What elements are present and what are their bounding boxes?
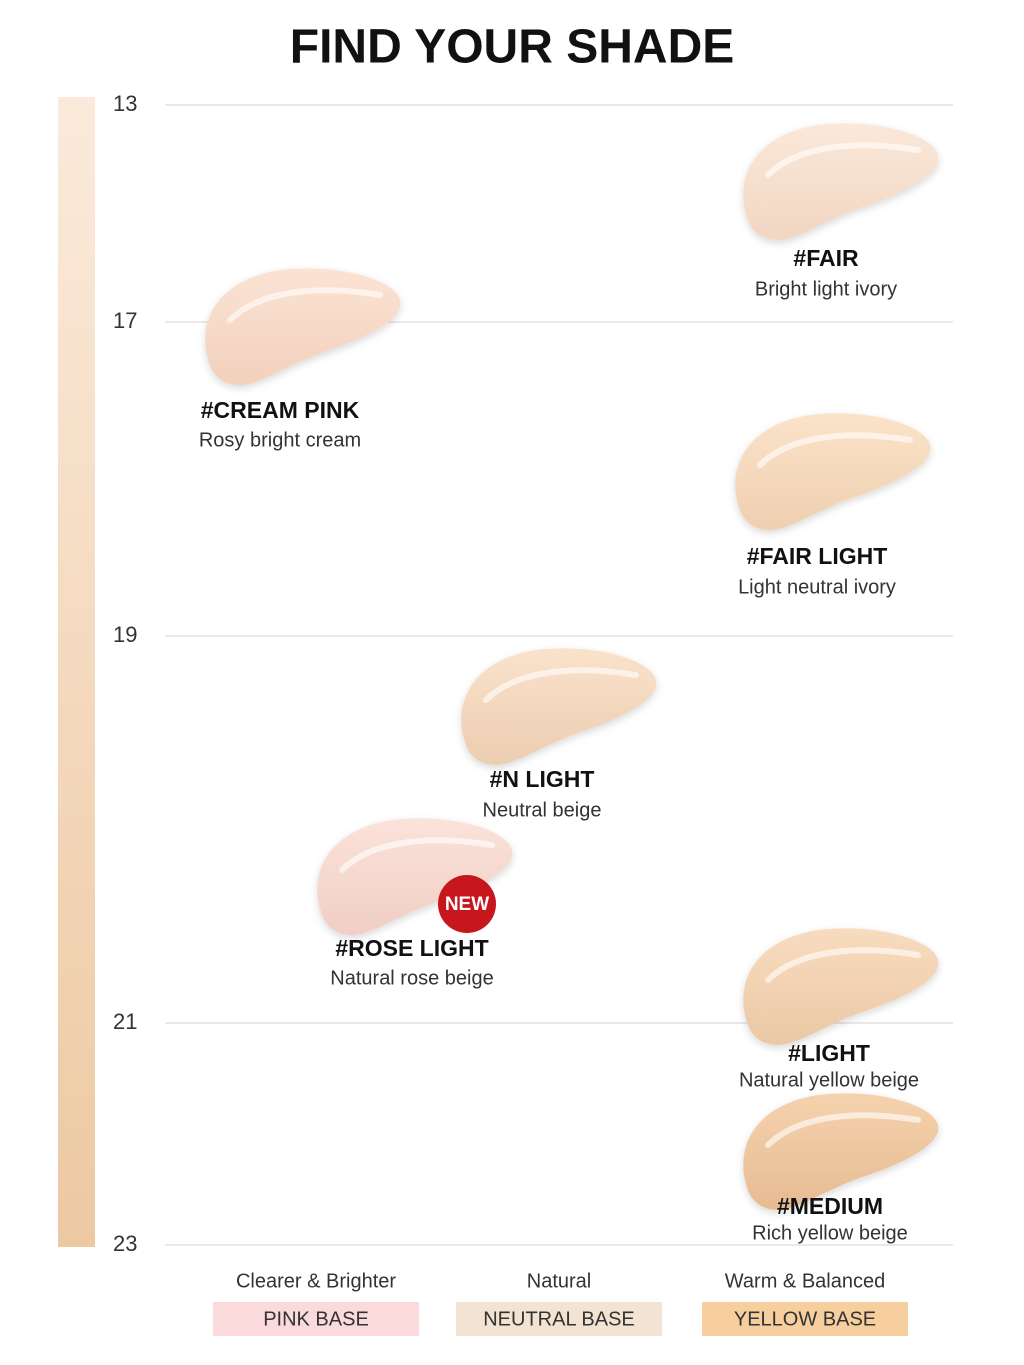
swatch-highlight bbox=[765, 1112, 921, 1148]
base-label: YELLOW BASE bbox=[734, 1308, 876, 1330]
base-box bbox=[213, 1302, 419, 1336]
tick-label: 21 bbox=[113, 1009, 137, 1034]
shade-description: Natural yellow beige bbox=[739, 1069, 919, 1091]
tick-label: 23 bbox=[113, 1231, 137, 1256]
tick-label: 19 bbox=[113, 622, 137, 647]
base-label: PINK BASE bbox=[263, 1308, 369, 1330]
swatch bbox=[317, 818, 513, 935]
shade-description: Natural rose beige bbox=[330, 967, 493, 989]
swatch bbox=[735, 413, 931, 530]
shade-name: #ROSE LIGHT bbox=[335, 935, 488, 961]
swatch bbox=[461, 648, 657, 765]
base-box bbox=[702, 1302, 908, 1336]
tick-label: 17 bbox=[113, 308, 137, 333]
shade-name: #N LIGHT bbox=[490, 766, 595, 792]
swatch-highlight bbox=[227, 287, 383, 323]
swatch-highlight bbox=[483, 667, 639, 703]
title: FIND YOUR SHADE bbox=[290, 21, 735, 74]
shade-description: Light neutral ivory bbox=[738, 576, 896, 598]
swatch bbox=[743, 123, 939, 240]
base-description: Natural bbox=[527, 1270, 591, 1292]
base-description: Warm & Balanced bbox=[725, 1270, 885, 1292]
tone-bar bbox=[58, 97, 95, 1247]
swatch-highlight bbox=[757, 432, 913, 468]
shade-name: #CREAM PINK bbox=[201, 397, 360, 423]
shade-description: Rosy bright cream bbox=[199, 429, 361, 451]
swatch-highlight bbox=[339, 837, 495, 873]
swatch-highlight bbox=[765, 142, 921, 178]
swatch bbox=[205, 268, 401, 385]
new-badge bbox=[438, 875, 496, 933]
shade-description: Neutral beige bbox=[483, 799, 602, 821]
new-badge-label: NEW bbox=[445, 894, 489, 915]
shade-name: #FAIR bbox=[793, 245, 859, 271]
swatch-highlight bbox=[765, 947, 921, 983]
shade-name: #LIGHT bbox=[788, 1040, 870, 1066]
shade-description: Bright light ivory bbox=[755, 278, 897, 300]
shade-name: #MEDIUM bbox=[777, 1193, 883, 1219]
base-description: Clearer & Brighter bbox=[236, 1270, 396, 1292]
shade-description: Rich yellow beige bbox=[752, 1222, 908, 1244]
tick-label: 13 bbox=[113, 91, 137, 116]
base-box bbox=[456, 1302, 662, 1336]
swatch bbox=[743, 928, 939, 1045]
base-label: NEUTRAL BASE bbox=[483, 1308, 635, 1330]
shade-name: #FAIR LIGHT bbox=[747, 543, 888, 569]
swatch bbox=[743, 1093, 939, 1210]
